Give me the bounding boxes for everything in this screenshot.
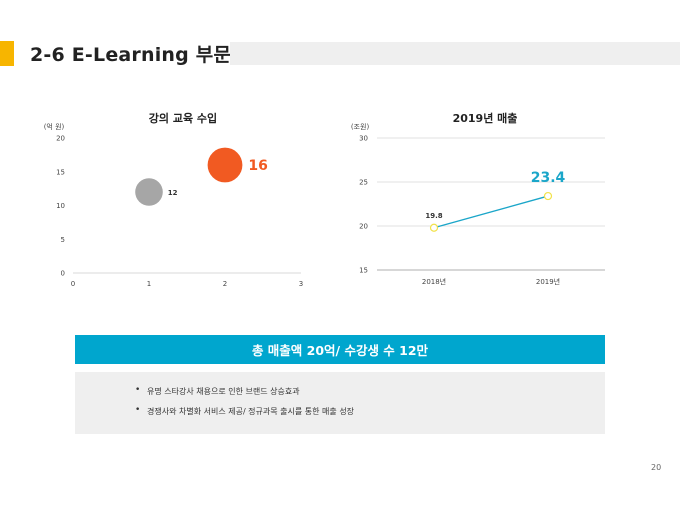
y-tick-label: 20 [56,135,65,143]
line-chart-unit: (조원) [351,122,370,131]
bullet-list: 유명 스타강사 채용으로 인한 브랜드 상승효과 경쟁사와 차별화 서비스 제공… [135,385,354,426]
page-title: 2-6 E-Learning 부문 [30,44,232,66]
bubble-point [135,178,163,206]
page-number: 20 [651,463,662,472]
bullet-item: 경쟁사와 차별화 서비스 제공/ 정규과목 출시를 통한 매출 성장 [135,405,354,417]
x-tick-label: 2019년 [536,277,560,286]
summary-banner-text: 총 매출액 20억/ 수강생 수 12만 [251,343,429,358]
bubble-chart-title: 강의 교육 수입 [149,111,217,125]
line-chart-svg: 2019년 매출 (조원) 15 20 25 30 2018년 2019년 19.8 23.4 [351,111,605,286]
y-tick-label: 30 [359,135,368,143]
summary-banner: 총 매출액 20억/ 수강생 수 12만 [75,335,605,364]
x-tick-label: 1 [147,280,151,288]
x-tick-label: 0 [71,280,75,288]
bullet-box: 유명 스타강사 채용으로 인한 브랜드 상승효과 경쟁사와 차별화 서비스 제공… [75,372,605,434]
bubble-chart-unit: (억 원) [44,122,65,131]
x-tick-label: 2 [223,280,227,288]
y-tick-label: 20 [359,223,368,231]
data-label: 12 [168,189,178,197]
data-label: 16 [248,158,267,174]
bubble-chart: 강의 교육 수입 (억 원) 0 5 10 15 20 0 1 2 3 12 16 [38,105,338,295]
y-tick-label: 0 [61,270,65,278]
bullet-item: 유명 스타강사 채용으로 인한 브랜드 상승효과 [135,385,354,397]
x-tick-label: 2018년 [422,277,446,286]
y-tick-label: 25 [359,179,368,187]
data-label: 23.4 [531,170,566,186]
y-tick-label: 15 [56,168,65,176]
line-point [543,191,553,201]
y-tick-label: 15 [359,267,368,275]
bubble-point [207,147,243,183]
line-chart-title: 2019년 매출 [453,111,518,125]
data-label: 19.8 [425,212,442,220]
line-point [429,223,439,232]
title-rule [230,42,680,65]
title-accent-bar [0,41,14,66]
y-tick-label: 5 [61,236,65,244]
x-tick-label: 3 [299,280,303,288]
line-chart: 2019년 매출 (조원) 15 20 25 30 2018년 2019년 19.8 23.4 [340,105,640,295]
series-line [433,195,549,229]
y-tick-label: 10 [56,202,65,210]
